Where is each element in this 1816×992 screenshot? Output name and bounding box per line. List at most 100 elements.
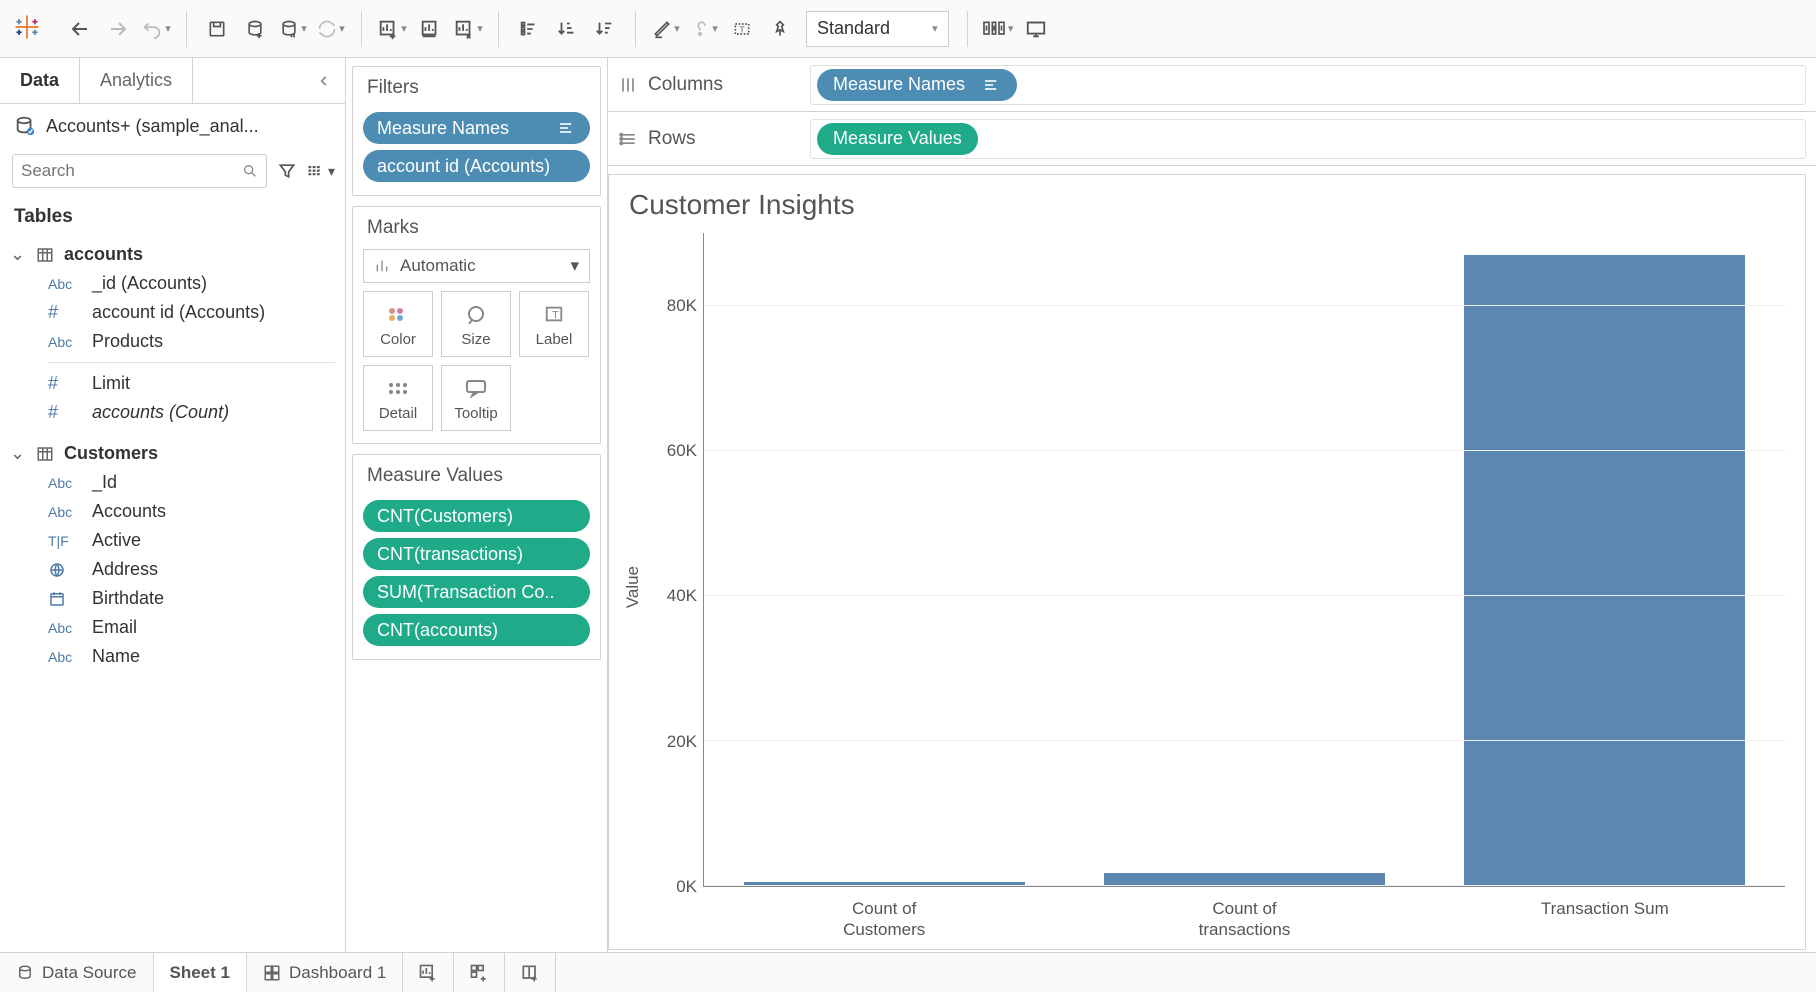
field-row[interactable]: AbcName (10, 642, 335, 671)
sort-desc-button[interactable] (549, 11, 585, 47)
columns-label: Columns (648, 74, 723, 96)
mark-tooltip-button[interactable]: Tooltip (441, 365, 511, 431)
filter-pill[interactable]: account id (Accounts) (363, 150, 590, 182)
datasource-row[interactable]: Accounts+ (sample_anal... (0, 104, 345, 148)
field-row[interactable]: #Limit (10, 369, 335, 398)
new-story-button[interactable] (505, 953, 556, 992)
shelves-column: Filters Measure Names account id (Account… (346, 58, 608, 952)
sort-asc-button[interactable] (511, 11, 547, 47)
mark-label-button[interactable]: TLabel (519, 291, 589, 357)
mark-size-button[interactable]: Size (441, 291, 511, 357)
x-axis-label: Count oftransactions (1064, 894, 1424, 941)
y-axis-ticks: 0K20K40K60K80K (647, 233, 703, 887)
datasource-tab-icon (16, 964, 34, 982)
back-button[interactable] (62, 11, 98, 47)
columns-icon (618, 75, 638, 95)
collapse-pane-button[interactable] (303, 74, 345, 88)
field-row[interactable]: T|FActive (10, 526, 335, 555)
field-row[interactable]: AbcAccounts (10, 497, 335, 526)
data-pane: Data Analytics Accounts+ (sample_anal...… (0, 58, 346, 952)
viz-title[interactable]: Customer Insights (609, 175, 1805, 227)
tab-sheet-1[interactable]: Sheet 1 (154, 953, 247, 992)
columns-pill[interactable]: Measure Names (817, 69, 1017, 101)
fit-dropdown[interactable]: Standard ▾ (806, 11, 949, 47)
pin-button[interactable] (762, 11, 798, 47)
chart-plot[interactable]: Count ofCustomersCount oftransactionsTra… (703, 233, 1785, 887)
new-datasource-button[interactable] (237, 11, 273, 47)
mark-detail-button[interactable]: Detail (363, 365, 433, 431)
pill-menu-icon (985, 78, 1001, 92)
datasource-icon (14, 114, 36, 138)
field-row[interactable]: Abc_id (Accounts) (10, 269, 335, 298)
mark-color-button[interactable]: Color (363, 291, 433, 357)
group-button[interactable]: ▾ (686, 11, 722, 47)
filter-icon-button[interactable] (277, 157, 297, 185)
swap-button[interactable]: ▾ (450, 11, 486, 47)
field-row[interactable]: Abc_Id (10, 468, 335, 497)
new-dashboard-button[interactable] (454, 953, 505, 992)
measure-value-pill[interactable]: CNT(transactions) (363, 538, 590, 570)
search-icon (242, 163, 258, 179)
new-sheet-button[interactable] (403, 953, 454, 992)
field-row[interactable]: Address (10, 555, 335, 584)
table-header[interactable]: ⌄Customers (10, 439, 335, 468)
measure-value-pill[interactable]: CNT(accounts) (363, 614, 590, 646)
chart-bar[interactable] (1464, 255, 1745, 886)
highlight-button[interactable]: ▾ (648, 11, 684, 47)
svg-text:T: T (740, 24, 745, 34)
measure-value-pill[interactable]: SUM(Transaction Co.. (363, 576, 590, 608)
rows-label: Rows (648, 128, 696, 150)
search-box[interactable] (12, 154, 267, 188)
tables-heading: Tables (10, 198, 335, 240)
datasource-name: Accounts+ (sample_anal... (46, 116, 259, 137)
undo-button[interactable]: ▾ (138, 11, 174, 47)
marks-type-dropdown[interactable]: Automatic ▾ (363, 249, 590, 283)
labels-button[interactable]: T (724, 11, 760, 47)
filters-title: Filters (353, 67, 600, 109)
sort-clear-button[interactable] (587, 11, 623, 47)
field-row[interactable]: #accounts (Count) (10, 398, 335, 427)
dashboard-icon (263, 964, 281, 982)
bar-chart-icon (374, 258, 390, 274)
field-row[interactable]: AbcEmail (10, 613, 335, 642)
pause-updates-button[interactable]: ▾ (275, 11, 311, 47)
refresh-button[interactable]: ▾ (313, 11, 349, 47)
forward-button[interactable] (100, 11, 136, 47)
datapane-tabs: Data Analytics (0, 58, 345, 104)
table-header[interactable]: ⌄accounts (10, 240, 335, 269)
viz-panel: Customer Insights Value 0K20K40K60K80K C… (608, 174, 1806, 950)
tab-analytics[interactable]: Analytics (80, 58, 193, 103)
marks-title: Marks (353, 207, 600, 249)
field-row[interactable]: AbcProducts (10, 327, 335, 356)
x-axis-label: Count ofCustomers (704, 894, 1064, 941)
marks-type-label: Automatic (400, 256, 476, 276)
show-me-button[interactable]: ▾ (980, 11, 1016, 47)
marks-card: Marks Automatic ▾ ColorSizeTLabelDetailT… (352, 206, 601, 444)
tableau-logo-icon (12, 12, 46, 46)
search-input[interactable] (21, 161, 242, 181)
columns-shelf-drop[interactable]: Measure Names (810, 65, 1806, 105)
tab-data[interactable]: Data (0, 58, 80, 103)
fit-dropdown-label: Standard (817, 18, 890, 39)
field-row[interactable]: #account id (Accounts) (10, 298, 335, 327)
save-button[interactable] (199, 11, 235, 47)
field-row[interactable]: Birthdate (10, 584, 335, 613)
measure-values-card: Measure Values CNT(Customers) CNT(transac… (352, 454, 601, 660)
rows-pill[interactable]: Measure Values (817, 123, 978, 155)
clear-button[interactable] (412, 11, 448, 47)
worksheet-area: Columns Measure Names Rows Measure Value… (608, 58, 1816, 952)
new-worksheet-button[interactable]: ▾ (374, 11, 410, 47)
svg-text:T: T (552, 309, 559, 321)
toolbar: ▾ ▾ ▾ ▾ ▾ ▾ ▾ T Standard ▾ ▾ (0, 0, 1816, 58)
tab-dashboard-1[interactable]: Dashboard 1 (247, 953, 403, 992)
measure-value-pill[interactable]: CNT(Customers) (363, 500, 590, 532)
tab-data-source[interactable]: Data Source (0, 953, 154, 992)
chevron-down-icon: ▾ (570, 256, 579, 276)
chevron-down-icon: ▾ (932, 22, 938, 35)
rows-shelf-drop[interactable]: Measure Values (810, 119, 1806, 159)
filter-pill[interactable]: Measure Names (363, 112, 590, 144)
presentation-button[interactable] (1018, 11, 1054, 47)
measure-values-title: Measure Values (353, 455, 600, 497)
x-axis-label: Transaction Sum (1425, 894, 1785, 941)
view-options-button[interactable]: ▾ (307, 157, 335, 185)
